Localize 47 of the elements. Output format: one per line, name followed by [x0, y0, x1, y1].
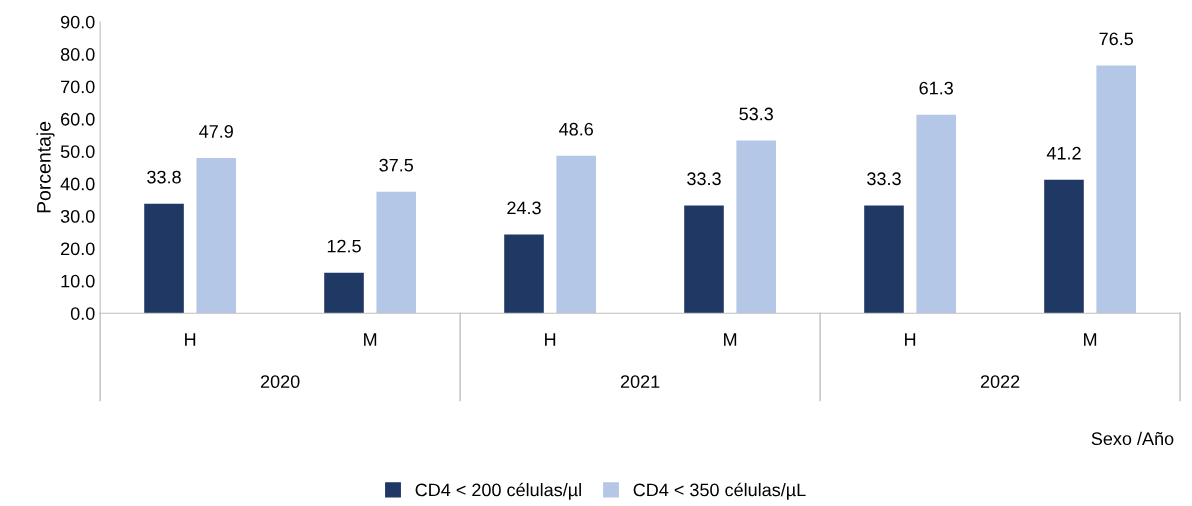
y-tick-label: 90.0 — [60, 15, 95, 29]
bar — [556, 155, 597, 314]
y-tick-label: 80.0 — [60, 48, 95, 61]
data-label: 33.8 — [147, 170, 181, 184]
data-label: 33.3 — [867, 172, 901, 186]
bar — [144, 203, 184, 314]
bar — [736, 140, 776, 314]
data-label: 41.2 — [1046, 146, 1081, 160]
data-label: 61.3 — [919, 81, 953, 95]
x-axis-title: Sexo /Año — [1091, 431, 1174, 446]
bar — [1096, 65, 1136, 314]
x-tick-label: H — [185, 333, 196, 346]
bar — [376, 191, 417, 314]
bar — [196, 158, 237, 314]
data-label: 53.3 — [739, 107, 773, 121]
y-tick-label: 20.0 — [61, 242, 95, 256]
data-label: 24.3 — [507, 201, 541, 215]
y-tick-label: 60.0 — [61, 112, 95, 126]
legend-label: CD4 < 350 células/µL — [633, 482, 806, 500]
bar — [1044, 179, 1084, 314]
text: 2021 — [620, 375, 660, 389]
data-label: 47.9 — [199, 125, 233, 138]
y-tick-label: 10.0 — [61, 274, 95, 288]
legend-label: CD4 < 200 células/µl — [415, 482, 581, 500]
bar — [864, 205, 904, 314]
text: 2020 — [260, 375, 300, 389]
data-label: 76.5 — [1099, 32, 1133, 46]
y-tick-label: 30.0 — [60, 210, 95, 223]
x-tick-label: H — [905, 333, 916, 346]
bar — [504, 234, 544, 314]
bar — [684, 205, 724, 314]
y-axis-title: Porcentaje — [36, 121, 55, 213]
data-label: 33.3 — [687, 172, 721, 186]
data-label: 12.5 — [327, 239, 361, 253]
x-tick-label: M — [724, 333, 737, 346]
text: 2022 — [980, 375, 1020, 389]
x-tick-label: H — [545, 333, 556, 346]
y-tick-label: 40.0 — [60, 177, 95, 191]
y-tick-label: 50.0 — [60, 145, 95, 159]
y-tick-label: 0.0 — [70, 307, 95, 320]
bar — [916, 114, 956, 314]
x-tick-label: M — [364, 333, 377, 346]
bar — [324, 272, 364, 314]
y-tick-label: 70.0 — [61, 80, 95, 94]
data-label: 37.5 — [379, 158, 414, 172]
data-label: 48.6 — [559, 122, 593, 136]
x-tick-label: M — [1084, 333, 1097, 346]
